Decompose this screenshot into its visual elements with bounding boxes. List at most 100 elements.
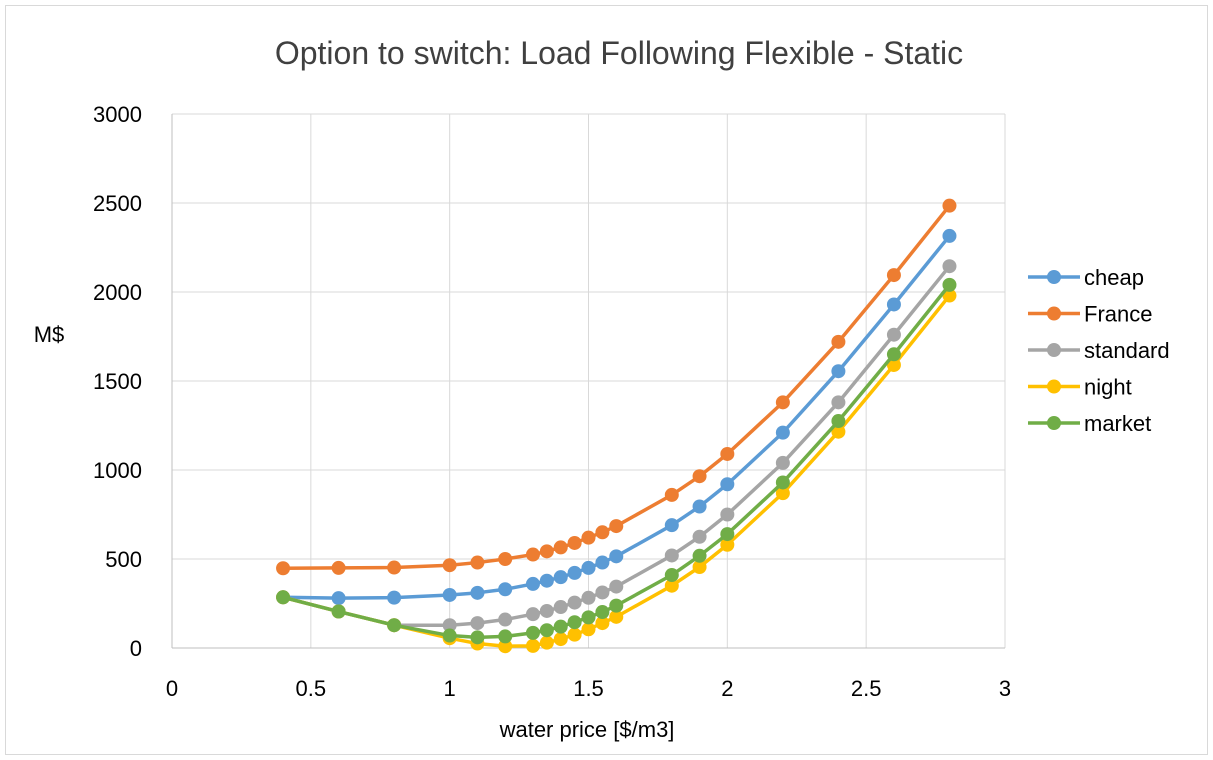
- x-tick-label: 2: [721, 676, 733, 701]
- legend: cheap France standard night market: [1028, 265, 1170, 436]
- y-tick-label: 2500: [93, 191, 142, 216]
- data-point: [609, 579, 624, 594]
- data-point: [567, 615, 582, 630]
- data-point: [567, 565, 582, 580]
- y-tick-label: 500: [105, 547, 142, 572]
- data-point: [692, 548, 707, 563]
- x-tick-label: 1: [444, 676, 456, 701]
- grid-lines: [172, 113, 1006, 648]
- data-point: [553, 632, 568, 647]
- data-point: [664, 568, 679, 583]
- x-tick-label: 3: [999, 676, 1011, 701]
- legend-item-market: market: [1028, 411, 1151, 436]
- legend-label: night: [1084, 375, 1132, 400]
- data-point: [831, 424, 846, 439]
- legend-label: market: [1084, 411, 1151, 436]
- data-point: [664, 578, 679, 593]
- data-point: [539, 573, 554, 588]
- data-point: [525, 625, 540, 640]
- data-point: [595, 605, 610, 620]
- data-point: [331, 604, 346, 619]
- data-point: [942, 259, 957, 274]
- data-point: [387, 618, 402, 633]
- data-point: [942, 198, 957, 213]
- data-point: [664, 487, 679, 502]
- legend-label: cheap: [1084, 265, 1144, 290]
- series-cheap: [276, 228, 957, 606]
- data-point: [775, 486, 790, 501]
- series-standard: [276, 259, 957, 633]
- data-point: [664, 548, 679, 563]
- chart-title: Option to switch: Load Following Flexibl…: [275, 35, 963, 71]
- data-point: [831, 395, 846, 410]
- data-point: [692, 499, 707, 514]
- data-point: [609, 519, 624, 534]
- data-point: [567, 627, 582, 642]
- data-point: [942, 228, 957, 243]
- data-point: [498, 639, 513, 654]
- data-point: [775, 455, 790, 470]
- series-france: [276, 198, 957, 576]
- data-point: [442, 628, 457, 643]
- data-point: [539, 603, 554, 618]
- data-point: [595, 585, 610, 600]
- data-point: [720, 446, 735, 461]
- y-axis-label: M$: [34, 322, 65, 347]
- axes: 0 0.5 1 1.5 2 2.5 3 0 500 1000 1500 2000 2500 3000: [93, 102, 1011, 701]
- data-point: [276, 590, 291, 605]
- data-point: [692, 560, 707, 575]
- x-tick-label: 2.5: [851, 676, 882, 701]
- data-point: [498, 552, 513, 566]
- data-point: [525, 638, 540, 653]
- data-point: [470, 585, 485, 600]
- data-point: [539, 623, 554, 638]
- series-layer: [276, 198, 957, 654]
- data-point: [525, 576, 540, 591]
- data-point: [442, 587, 457, 602]
- data-point: [470, 630, 485, 645]
- data-point: [525, 547, 540, 562]
- data-point: [539, 635, 554, 650]
- data-point: [609, 598, 624, 613]
- chart-frame: [5, 5, 1208, 755]
- data-point: [331, 591, 346, 606]
- data-point: [581, 622, 596, 637]
- data-point: [387, 590, 402, 605]
- data-point: [553, 619, 568, 634]
- data-point: [942, 288, 957, 303]
- legend-label: standard: [1084, 338, 1170, 363]
- data-point: [331, 560, 346, 575]
- legend-marker: [1047, 343, 1061, 357]
- data-point: [831, 334, 846, 349]
- data-point: [720, 537, 735, 552]
- data-point: [775, 395, 790, 410]
- y-tick-label: 1500: [93, 369, 142, 394]
- data-point: [567, 535, 582, 550]
- data-point: [525, 607, 540, 622]
- data-point: [498, 582, 513, 597]
- data-point: [595, 555, 610, 570]
- data-point: [567, 595, 582, 610]
- data-point: [387, 560, 402, 575]
- legend-item-france: France: [1028, 302, 1152, 327]
- legend-marker: [1047, 306, 1061, 321]
- data-point: [886, 268, 901, 283]
- data-point: [886, 347, 901, 362]
- data-point: [831, 364, 846, 379]
- series-line: [282, 265, 951, 627]
- data-point: [720, 507, 735, 522]
- x-tick-label: 0.5: [296, 676, 327, 701]
- data-point: [470, 616, 485, 631]
- data-point: [276, 561, 291, 576]
- data-point: [831, 414, 846, 429]
- data-point: [775, 475, 790, 490]
- y-tick-label: 2000: [93, 280, 142, 305]
- data-point: [581, 560, 596, 575]
- legend-item-cheap: cheap: [1028, 265, 1144, 290]
- data-point: [609, 609, 624, 624]
- series-line: [282, 294, 951, 648]
- data-point: [442, 558, 457, 573]
- data-point: [553, 600, 568, 615]
- y-tick-label: 3000: [93, 102, 142, 127]
